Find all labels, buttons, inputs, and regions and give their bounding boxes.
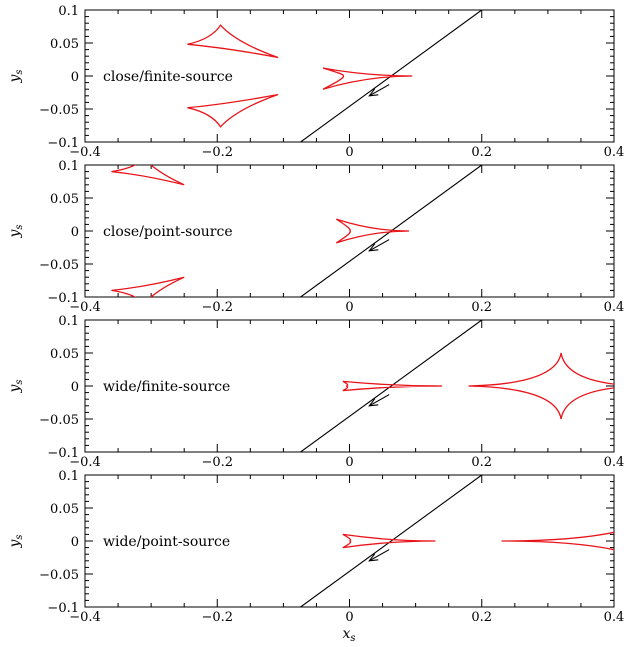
plot-area bbox=[300, 320, 614, 452]
y-axis-label: ys bbox=[7, 224, 25, 238]
x-tick-label: −0.4 bbox=[69, 455, 101, 470]
y-tick-label: 0.1 bbox=[58, 314, 79, 329]
x-tick-label: −0.4 bbox=[69, 145, 101, 160]
caustic-curve bbox=[342, 533, 436, 549]
y-axis-label: ys bbox=[7, 69, 25, 83]
panel-label: close/finite-source bbox=[103, 69, 233, 85]
y-tick-label: 0.1 bbox=[58, 4, 79, 19]
trajectory-arrowhead bbox=[368, 553, 379, 562]
x-tick-label: −0.2 bbox=[201, 300, 233, 315]
caustic-curve bbox=[322, 67, 413, 90]
y-tick-label: 0 bbox=[71, 70, 79, 85]
source-trajectory bbox=[300, 165, 483, 297]
trajectory-arrow bbox=[369, 239, 390, 252]
trajectory-arrowhead bbox=[368, 243, 379, 252]
x-tick-label: 0 bbox=[345, 145, 353, 160]
y-tick-label: −0.1 bbox=[47, 446, 79, 461]
panel-3: −0.1 −0.05 0 0.05 0.1 −0.4 −0.2 0 0.2 0.4 ys wide/f… bbox=[7, 314, 625, 470]
y-tick-label: −0.05 bbox=[39, 103, 79, 118]
y-tick-label: −0.1 bbox=[47, 601, 79, 616]
y-tick-label: 0.05 bbox=[50, 37, 79, 52]
source-trajectory bbox=[300, 475, 483, 607]
plot-area bbox=[111, 165, 483, 297]
panel-1: −0.1 −0.05 0 0.05 0.1 −0.4 −0.2 0 0.2 0.4 ys close/… bbox=[7, 4, 624, 160]
x-tick-label: −0.4 bbox=[69, 610, 101, 625]
source-trajectory bbox=[300, 320, 483, 452]
caustic-curve bbox=[187, 24, 279, 59]
panel-4: −0.1 −0.05 0 0.05 0.1 −0.4 −0.2 0 0.2 0.4 ys wide/p… bbox=[7, 469, 625, 625]
trajectory-arrow bbox=[369, 549, 390, 562]
panel-2: −0.1 −0.05 0 0.05 0.1 −0.4 −0.2 0 0.2 0.4 ys close/… bbox=[7, 159, 625, 315]
y-tick-label: 0.05 bbox=[50, 192, 79, 207]
y-tick-label: −0.1 bbox=[47, 291, 79, 306]
y-tick-label: −0.05 bbox=[39, 413, 79, 428]
panel-label: wide/finite-source bbox=[103, 379, 230, 395]
x-tick-label: 0.4 bbox=[604, 145, 625, 160]
x-tick-label: 0 bbox=[345, 610, 353, 625]
y-axis-label: ys bbox=[7, 379, 25, 393]
trajectory-arrow bbox=[369, 84, 390, 97]
y-tick-label: 0.05 bbox=[50, 347, 79, 362]
plot-area bbox=[300, 475, 614, 607]
x-tick-label: −0.2 bbox=[201, 455, 233, 470]
trajectory-arrowhead bbox=[368, 398, 379, 407]
x-tick-label: 0.2 bbox=[471, 610, 492, 625]
x-tick-label: 0.2 bbox=[471, 145, 492, 160]
trajectory-arrowhead bbox=[368, 88, 379, 97]
y-tick-label: −0.05 bbox=[39, 258, 79, 273]
panel-label: close/point-source bbox=[103, 224, 233, 240]
y-tick-label: −0.1 bbox=[47, 136, 79, 151]
y-tick-label: 0.1 bbox=[58, 159, 79, 174]
caustic-curve bbox=[501, 531, 614, 551]
plot-area bbox=[187, 10, 483, 142]
y-tick-label: 0.1 bbox=[58, 469, 79, 484]
x-tick-label: 0 bbox=[345, 455, 353, 470]
y-tick-label: 0 bbox=[71, 225, 79, 240]
x-tick-label: 0.4 bbox=[604, 610, 625, 625]
y-tick-label: 0 bbox=[71, 380, 79, 395]
x-tick-label: 0.2 bbox=[471, 455, 492, 470]
x-tick-label: 0.4 bbox=[604, 455, 625, 470]
trajectory-arrow bbox=[369, 394, 390, 407]
y-axis-label: ys bbox=[7, 534, 25, 548]
caustic-curve bbox=[335, 218, 410, 244]
caustic-curve bbox=[111, 276, 185, 297]
y-tick-label: 0 bbox=[71, 535, 79, 550]
x-tick-label: 0.2 bbox=[471, 300, 492, 315]
caustic-curve bbox=[342, 380, 443, 392]
caustic-curve bbox=[468, 352, 614, 420]
x-tick-label: −0.2 bbox=[201, 145, 233, 160]
y-tick-label: −0.05 bbox=[39, 568, 79, 583]
panel-label: wide/point-source bbox=[103, 534, 230, 550]
caustic-curve bbox=[187, 93, 279, 128]
x-tick-label: 0 bbox=[345, 300, 353, 315]
x-axis-label-subscript: s bbox=[350, 633, 355, 644]
x-tick-label: 0.4 bbox=[604, 300, 625, 315]
x-tick-label: −0.2 bbox=[201, 610, 233, 625]
x-axis-label: xs bbox=[342, 626, 355, 644]
caustic-curve bbox=[111, 165, 185, 186]
y-tick-label: 0.05 bbox=[50, 502, 79, 517]
x-tick-label: −0.4 bbox=[69, 300, 101, 315]
